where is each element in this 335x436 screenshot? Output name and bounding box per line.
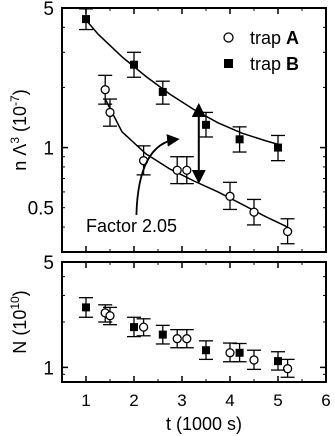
data-point-a xyxy=(172,334,182,344)
legend-label: trap B xyxy=(250,54,299,74)
legend-marker xyxy=(224,59,233,68)
data-point-a xyxy=(172,165,182,175)
data-point-a xyxy=(138,322,149,332)
legend-label: trap A xyxy=(250,28,299,48)
bottom-panel: 5 1 1 2 3 4 5 6 t (1000 s) N (1010) xyxy=(8,253,331,434)
data-point-b xyxy=(202,346,210,355)
x-tick-label: 3 xyxy=(177,391,186,410)
x-tick-label: 5 xyxy=(273,391,282,410)
x-tick-label: 4 xyxy=(225,391,234,410)
data-point-a xyxy=(282,226,293,237)
data-point-b xyxy=(82,303,90,312)
data-point-a xyxy=(282,364,293,374)
y-tick-label: 1 xyxy=(43,358,54,379)
data-point-b xyxy=(274,143,282,152)
data-point-b xyxy=(130,60,138,69)
data-point-a xyxy=(249,355,259,365)
plot-frame xyxy=(61,7,327,253)
y-tick-label: 5 xyxy=(43,0,54,20)
data-point-a xyxy=(100,85,110,95)
factor-curved-arrow xyxy=(135,134,180,215)
data-point-a xyxy=(249,207,259,217)
x-axis-label: t (1000 s) xyxy=(166,414,242,434)
data-point-b xyxy=(202,120,210,129)
y-axis-label: N (1010) xyxy=(8,290,30,353)
data-point-b xyxy=(158,330,167,339)
data-point-b xyxy=(82,15,90,24)
x-tick-label: 2 xyxy=(129,391,138,410)
data-point-a xyxy=(182,334,192,344)
x-tick-label: 1 xyxy=(81,391,90,410)
data-point-b xyxy=(158,87,167,96)
fit-curve-a xyxy=(104,98,288,228)
annotation-text: Factor 2.05 xyxy=(86,216,177,236)
y-axis-label: n Λ3 (10-7) xyxy=(8,89,30,170)
fit-curve-b xyxy=(83,16,281,146)
top-panel: 5 1 0.5 n Λ3 (10-7) trap A trap B Factor 2.05 xyxy=(8,0,327,253)
data-point-a xyxy=(105,107,115,118)
data-point-b xyxy=(235,135,244,144)
data-point-a xyxy=(225,191,235,201)
data-point-a xyxy=(225,348,235,358)
data-point-a xyxy=(182,165,192,175)
legend-marker xyxy=(223,32,234,43)
y-tick-label: 1 xyxy=(43,139,54,160)
x-tick-label: 6 xyxy=(321,391,330,410)
data-point-a xyxy=(105,311,115,321)
data-point-b xyxy=(130,323,138,332)
data-point-b xyxy=(274,357,282,366)
y-tick-label: 5 xyxy=(43,253,54,274)
y-tick-label: 0.5 xyxy=(28,199,54,220)
data-point-b xyxy=(235,348,244,357)
